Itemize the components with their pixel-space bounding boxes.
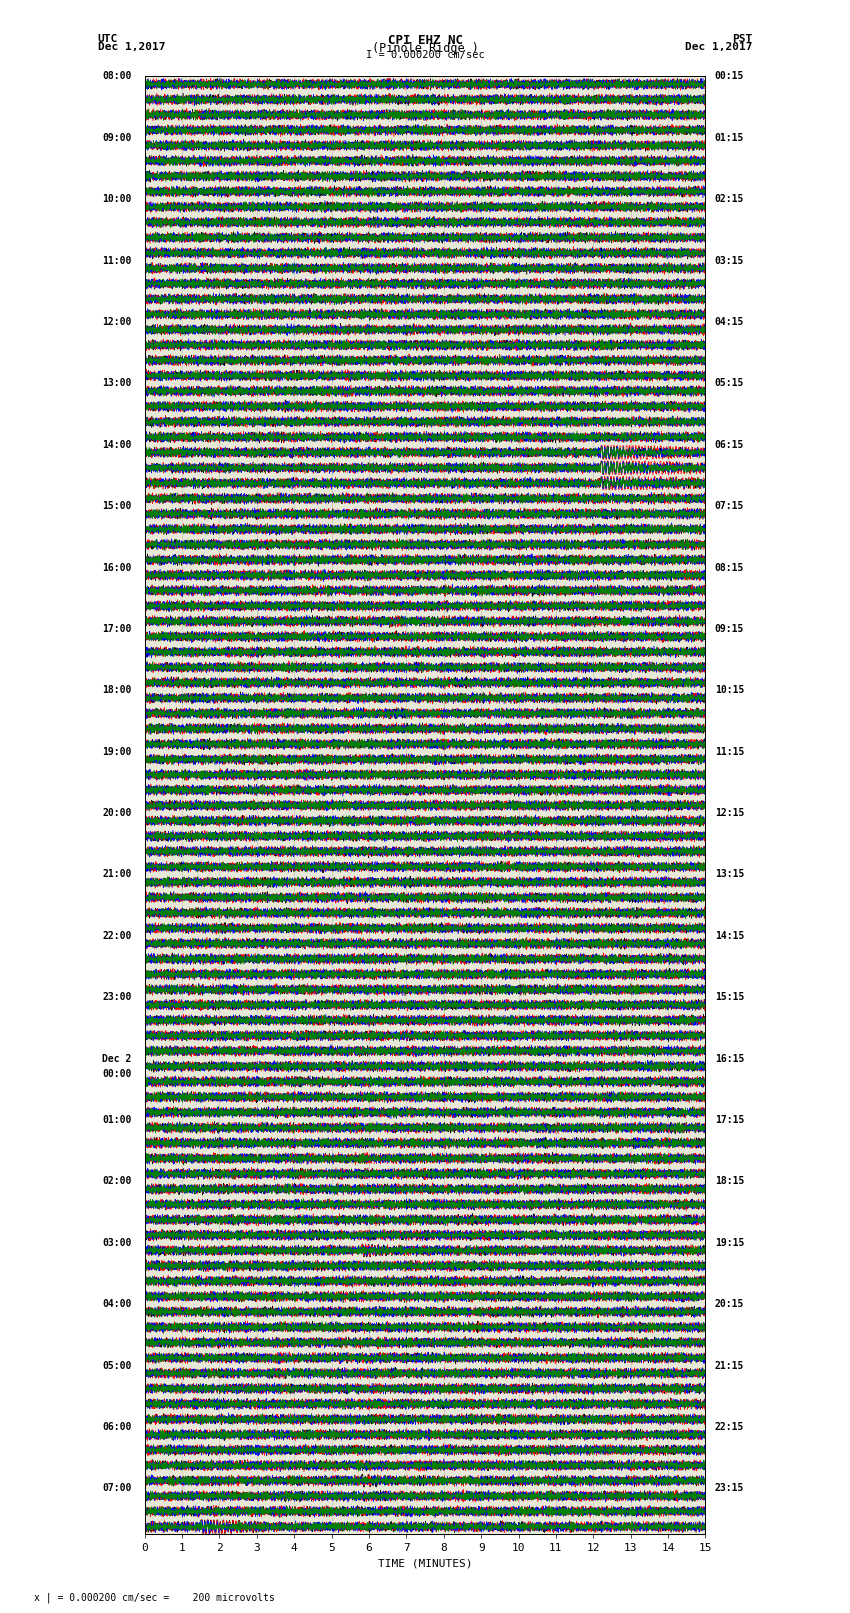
Text: 00:00: 00:00: [102, 1069, 132, 1079]
Text: 07:00: 07:00: [102, 1484, 132, 1494]
Text: 04:15: 04:15: [715, 318, 744, 327]
X-axis label: TIME (MINUTES): TIME (MINUTES): [377, 1560, 473, 1569]
Text: 02:00: 02:00: [102, 1176, 132, 1187]
Text: I = 0.000200 cm/sec: I = 0.000200 cm/sec: [366, 50, 484, 60]
Text: 15:00: 15:00: [102, 502, 132, 511]
Text: 08:15: 08:15: [715, 563, 744, 573]
Text: 09:15: 09:15: [715, 624, 744, 634]
Text: 10:00: 10:00: [102, 194, 132, 205]
Text: 18:15: 18:15: [715, 1176, 744, 1187]
Text: 14:00: 14:00: [102, 440, 132, 450]
Text: 10:15: 10:15: [715, 686, 744, 695]
Text: 03:00: 03:00: [102, 1237, 132, 1248]
Text: Dec 1,2017: Dec 1,2017: [685, 42, 752, 52]
Text: 07:15: 07:15: [715, 502, 744, 511]
Text: 14:15: 14:15: [715, 931, 744, 940]
Text: 19:00: 19:00: [102, 747, 132, 756]
Text: 23:00: 23:00: [102, 992, 132, 1002]
Text: 19:15: 19:15: [715, 1237, 744, 1248]
Text: 00:15: 00:15: [715, 71, 744, 81]
Text: 16:15: 16:15: [715, 1053, 744, 1063]
Text: 13:15: 13:15: [715, 869, 744, 879]
Text: 06:00: 06:00: [102, 1423, 132, 1432]
Text: 02:15: 02:15: [715, 194, 744, 205]
Text: UTC: UTC: [98, 34, 118, 44]
Text: 23:15: 23:15: [715, 1484, 744, 1494]
Text: 09:00: 09:00: [102, 132, 132, 144]
Text: (Pinole Ridge ): (Pinole Ridge ): [371, 42, 479, 55]
Text: Dec 1,2017: Dec 1,2017: [98, 42, 165, 52]
Text: 12:15: 12:15: [715, 808, 744, 818]
Text: PST: PST: [732, 34, 752, 44]
Text: 08:00: 08:00: [102, 71, 132, 81]
Text: 04:00: 04:00: [102, 1298, 132, 1310]
Text: 13:00: 13:00: [102, 379, 132, 389]
Text: 22:15: 22:15: [715, 1423, 744, 1432]
Text: 05:00: 05:00: [102, 1361, 132, 1371]
Text: 01:00: 01:00: [102, 1115, 132, 1124]
Text: 20:15: 20:15: [715, 1298, 744, 1310]
Text: 16:00: 16:00: [102, 563, 132, 573]
Text: 17:15: 17:15: [715, 1115, 744, 1124]
Text: 21:15: 21:15: [715, 1361, 744, 1371]
Text: 21:00: 21:00: [102, 869, 132, 879]
Text: 03:15: 03:15: [715, 255, 744, 266]
Text: x | = 0.000200 cm/sec =    200 microvolts: x | = 0.000200 cm/sec = 200 microvolts: [34, 1592, 275, 1603]
Text: 22:00: 22:00: [102, 931, 132, 940]
Text: 06:15: 06:15: [715, 440, 744, 450]
Text: 17:00: 17:00: [102, 624, 132, 634]
Text: CPI EHZ NC: CPI EHZ NC: [388, 34, 462, 47]
Text: 15:15: 15:15: [715, 992, 744, 1002]
Text: 18:00: 18:00: [102, 686, 132, 695]
Text: 11:00: 11:00: [102, 255, 132, 266]
Text: 11:15: 11:15: [715, 747, 744, 756]
Text: 05:15: 05:15: [715, 379, 744, 389]
Text: 20:00: 20:00: [102, 808, 132, 818]
Text: Dec 2: Dec 2: [102, 1053, 132, 1063]
Text: 01:15: 01:15: [715, 132, 744, 144]
Text: 12:00: 12:00: [102, 318, 132, 327]
